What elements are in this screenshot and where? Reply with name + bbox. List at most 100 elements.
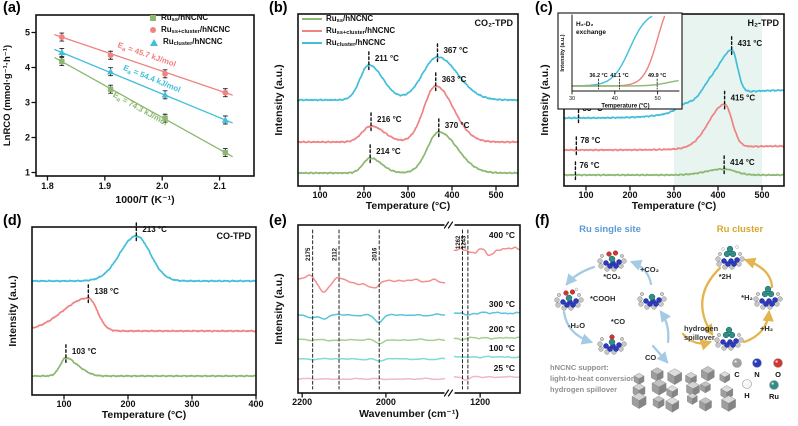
data-point: [162, 70, 168, 77]
atom: [756, 292, 760, 296]
panel-letter-f: (f): [535, 213, 550, 229]
inset-x-axis-label: Temperature (°C): [601, 104, 649, 110]
x-tick-label: 400: [444, 190, 459, 200]
ir-curve-4-seg0: [297, 377, 446, 381]
fit-line-2: [54, 48, 233, 124]
atom: [717, 333, 721, 337]
gold-cycle-arrow: [701, 266, 722, 336]
ir-curve-3-seg1: [453, 355, 521, 359]
atom: [647, 301, 653, 307]
x-tick-label: 1.8: [41, 181, 54, 191]
atom: [563, 290, 569, 296]
x-tick-label: 200: [356, 190, 371, 200]
peak-label: 370 °C: [445, 121, 470, 130]
legend-atom-label: O: [775, 370, 781, 379]
inset-chart: 36.2 °C 41.1 °C 49.9 °C 30 40 50 Temperature (…: [557, 12, 683, 110]
atom: [612, 250, 619, 256]
tpd-curve-Ru-ss-cluster: [297, 84, 519, 144]
axis-break-gap: [444, 390, 455, 396]
cube-right: [707, 369, 715, 382]
x-tick-label: 300: [400, 190, 415, 200]
molecule-oxy2: [597, 250, 627, 272]
atom: [560, 299, 566, 305]
x-axis-label: Temperature (°C): [632, 200, 717, 212]
atom: [643, 298, 649, 304]
panel-letter-c: (c): [535, 0, 553, 16]
title-ru-single-site: Ru single site: [579, 224, 641, 235]
atom: [565, 294, 573, 302]
error-cap: [108, 67, 114, 77]
peak-label: 415 °C: [731, 93, 756, 102]
peak-label: 431 °C: [738, 39, 763, 48]
inset-title: exchange: [576, 29, 606, 36]
chart-d: 103 °C 138 °C 213 °C 100 200 300 400 Temperatur…: [7, 222, 264, 421]
x-tick-label: 2.1: [213, 181, 226, 191]
plot-frame: [35, 14, 255, 177]
peak-label: 213 °C: [142, 225, 167, 234]
molecule-cluster: [714, 326, 744, 351]
axis-break-mark: [447, 389, 454, 397]
atom: [715, 256, 721, 262]
atom: [725, 326, 733, 334]
ir-curve-0-seg1: [453, 246, 521, 257]
x-tick-label: 1.9: [99, 181, 112, 191]
diagram-f: Ru single site Ru cluster*CO₂+CO₂*COOH-H₂…: [550, 224, 783, 413]
tpd-curve-Ru-ss: [563, 167, 785, 177]
atom: [656, 297, 662, 303]
legend-atom-highlight: [771, 382, 774, 385]
peak-label: 138 °C: [94, 287, 119, 296]
x-tick-label: 1200: [470, 397, 490, 407]
peak-label: 216 °C: [377, 115, 402, 124]
peak-label: 367 °C: [443, 46, 468, 55]
peak-label: 414 °C: [730, 158, 755, 167]
legend-label: Russ/hNCNC: [161, 12, 209, 24]
y-tick-label: 4: [25, 63, 30, 73]
atom: [603, 343, 609, 349]
cube-right: [674, 372, 682, 385]
cube-right: [705, 384, 711, 394]
tpd-curve-Ru-ss: [31, 356, 256, 378]
peak-label: 214 °C: [376, 147, 401, 156]
data-point: [222, 149, 229, 156]
plot-frame: [31, 226, 257, 396]
error-cap: [222, 115, 228, 125]
atom: [648, 293, 656, 301]
legend-atom-label: C: [734, 370, 740, 379]
tpd-curve-Ru-cluster: [31, 234, 256, 283]
legend-atom-highlight: [734, 360, 737, 363]
legend-item: Rucluster/hNCNC: [302, 37, 395, 49]
axis-break-mark: [443, 389, 450, 397]
y-axis-label: Intensity (a.u.): [273, 273, 285, 344]
atom: [735, 245, 739, 249]
step-label: *CO₂: [603, 272, 621, 281]
atom: [570, 302, 576, 308]
atom: [721, 258, 727, 264]
x-tick-label: 200: [120, 399, 135, 409]
peak-label: 211 °C: [375, 54, 399, 63]
ir-curve-0-seg0: [297, 274, 446, 293]
legend-b: Russ/hNCNC Russ+cluster/hNCNC Rucluster/hN…: [302, 13, 395, 49]
step-label: CO: [645, 353, 656, 362]
x-axis-label: 1000/T (K⁻¹): [115, 194, 174, 206]
support-text: hydrogen spillover: [550, 385, 617, 394]
ir-curve-4-seg1: [453, 375, 521, 381]
spillover-label: spillover: [684, 333, 715, 342]
atom: [753, 296, 759, 302]
legend-item: Russ/hNCNC: [302, 13, 395, 25]
fit-line-1: [54, 34, 233, 96]
atom: [603, 260, 609, 266]
marked-wavenumber-label: 1262: [456, 235, 462, 249]
onset-label: 76 °C: [579, 161, 599, 170]
legend-atom-N: [752, 358, 762, 368]
axis-break-gap: [444, 222, 455, 228]
inset-curve-2: [571, 80, 679, 87]
step-label: +H₂: [760, 324, 773, 333]
y-axis-label: Intensity (a.u.): [539, 64, 551, 135]
atom: [777, 296, 783, 302]
curve-temp-label: 400 °C: [489, 230, 515, 240]
y-tick-label: 5: [25, 28, 30, 38]
legend-label: Russ+cluster/hNCNC: [326, 25, 396, 37]
data-point: [59, 58, 65, 65]
